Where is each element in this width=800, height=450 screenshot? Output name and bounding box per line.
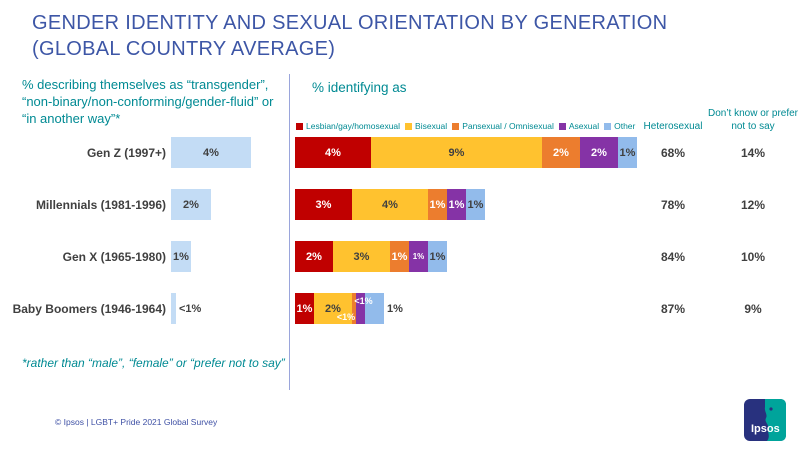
bar-segment-lgh: 3% xyxy=(295,189,352,220)
segment-label-bi: 3% xyxy=(353,250,370,263)
bar-segment-other: 1% xyxy=(428,241,447,272)
stacked-bar: 1% 2% <1% <1% 1% xyxy=(295,293,403,324)
left-chart-heading: % describing themselves as “transgender”… xyxy=(22,77,274,127)
bar-segment-bi: 3% xyxy=(333,241,390,272)
column-header-dont-know: Don’t know or prefer not to say xyxy=(707,108,799,132)
page-title-line1: GENDER IDENTITY AND SEXUAL ORIENTATION B… xyxy=(32,12,668,34)
bar-segment-other: 1% xyxy=(466,189,485,220)
legend-item-ace: Asexual xyxy=(558,121,600,131)
bar-segment-pan: 1% xyxy=(428,189,447,220)
legend-swatch-bi xyxy=(405,122,413,130)
legend-item-bi: Bisexual xyxy=(405,121,447,131)
section-divider xyxy=(289,74,290,390)
legend-swatch-lgh xyxy=(296,122,303,130)
heterosexual-value: 68% xyxy=(660,145,686,160)
bar-segment-lgh: 4% xyxy=(295,137,371,168)
stacked-bar: 2% 3% 1% 1% 1% xyxy=(295,241,447,272)
dont-know-value: 12% xyxy=(740,197,766,212)
generation-label: Baby Boomers (1946-1964) xyxy=(12,301,166,316)
legend-label-other: Other xyxy=(614,121,636,131)
legend-label-lgh: Lesbian/gay/homosexual xyxy=(306,121,401,131)
legend-label-ace: Asexual xyxy=(568,121,600,131)
segment-label-pan: 2% xyxy=(553,146,569,159)
copyright-text: © Ipsos | LGBT+ Pride 2021 Global Survey xyxy=(55,417,218,427)
bar-segment-pan: 1% xyxy=(390,241,409,272)
trans-bar: 1% xyxy=(171,241,191,272)
ipsos-logo-text: Ipsos xyxy=(751,423,780,435)
generation-label: Gen X (1965-1980) xyxy=(62,249,166,264)
segment-label-pan: 1% xyxy=(391,250,408,263)
legend-swatch-other xyxy=(604,122,612,130)
segment-label-ace: 2% xyxy=(591,146,607,159)
bar-segment-ace: 1% xyxy=(447,189,466,220)
segment-label-bi: 9% xyxy=(448,146,465,159)
dont-know-value: 9% xyxy=(744,301,762,316)
bar-segment-pan: <1% xyxy=(337,293,356,324)
segment-label-lgh: 2% xyxy=(306,250,322,263)
segment-label-other: 1% xyxy=(429,250,446,263)
trans-bar: 2% xyxy=(171,189,211,220)
legend: Lesbian/gay/homosexual Bisexual Pansexual … xyxy=(296,121,635,131)
legend-swatch-pan xyxy=(452,122,460,130)
heterosexual-value: 84% xyxy=(660,249,686,264)
column-header-heterosexual: Heterosexual xyxy=(643,121,703,132)
trans-bar: 4% xyxy=(171,137,251,168)
segment-label-pan: 1% xyxy=(429,198,446,211)
segment-label-other: 1% xyxy=(387,302,403,315)
dont-know-value: 14% xyxy=(740,145,766,160)
stacked-bar: 4% 9% 2% 2% 1% xyxy=(295,137,637,168)
right-chart-heading: % identifying as xyxy=(312,80,407,95)
heterosexual-value: 87% xyxy=(660,301,686,316)
bar-segment-lgh: 1% xyxy=(295,293,314,324)
bar-segment-ace: <1% xyxy=(354,293,373,324)
bar-segment-other xyxy=(365,293,384,324)
segment-label-ace: <1% xyxy=(354,295,373,306)
bar-segment-bi: 2% xyxy=(314,293,352,324)
segment-label-ace: 1% xyxy=(448,198,465,211)
segment-label-ace: 1% xyxy=(412,252,425,261)
bar-segment-ace: 1% xyxy=(409,241,428,272)
segment-label-lgh: 1% xyxy=(296,302,313,315)
trans-bar-label: <1% xyxy=(179,302,202,315)
bar-segment-bi: 9% xyxy=(371,137,542,168)
heterosexual-value: 78% xyxy=(660,197,686,212)
trans-bar xyxy=(171,293,176,324)
segment-label-bi: 2% xyxy=(325,302,341,315)
page-title: GENDER IDENTITY AND SEXUAL ORIENTATION B… xyxy=(32,10,782,62)
left-chart-footnote: *rather than “male”, “female” or “prefer… xyxy=(22,356,285,370)
segment-label-pan: <1% xyxy=(336,311,356,322)
segment-label-other: 1% xyxy=(619,146,636,159)
segment-label-other: 1% xyxy=(467,198,484,211)
legend-swatch-ace xyxy=(558,122,566,130)
stacked-bar: 3% 4% 1% 1% 1% xyxy=(295,189,485,220)
segment-label-lgh: 3% xyxy=(315,198,332,211)
segment-label-lgh: 4% xyxy=(325,146,341,159)
legend-item-lgh: Lesbian/gay/homosexual xyxy=(296,121,400,131)
legend-item-other: Other xyxy=(604,121,635,131)
bar-segment-lgh: 2% xyxy=(295,241,333,272)
bar-segment-bi: 4% xyxy=(352,189,428,220)
legend-item-pan: Pansexual / Omnisexual xyxy=(452,121,554,131)
ipsos-logo: Ipsos xyxy=(744,399,786,441)
legend-label-pan: Pansexual / Omnisexual xyxy=(462,121,554,131)
segment-label-bi: 4% xyxy=(382,198,398,211)
dont-know-value: 10% xyxy=(740,249,766,264)
bar-segment-pan: 2% xyxy=(542,137,580,168)
bar-segment-other: 1% xyxy=(618,137,637,168)
page-title-line2: (GLOBAL COUNTRY AVERAGE) xyxy=(32,38,336,60)
generation-label: Millennials (1981-1996) xyxy=(35,197,166,212)
generation-label: Gen Z (1997+) xyxy=(86,145,166,160)
legend-label-bi: Bisexual xyxy=(415,121,448,131)
bar-segment-ace: 2% xyxy=(580,137,618,168)
